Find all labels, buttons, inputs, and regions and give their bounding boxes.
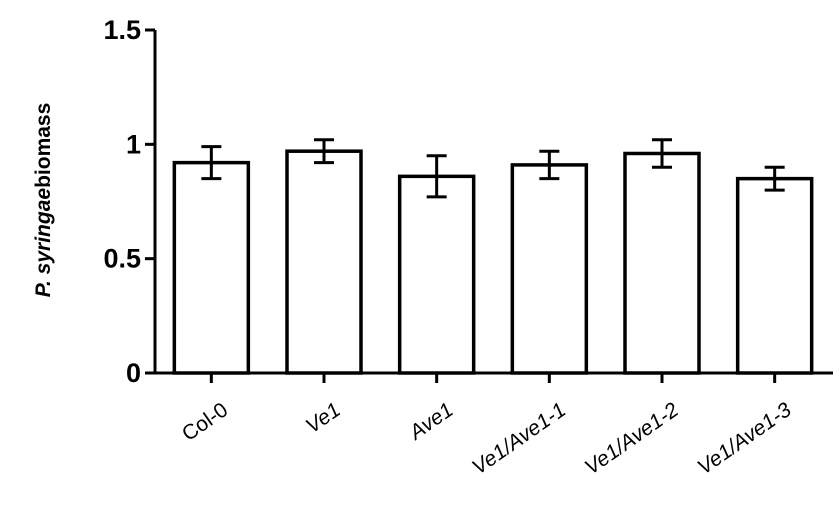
x-tick-label: Ve1/Ave1-3 <box>693 398 795 479</box>
bar <box>623 151 701 375</box>
x-tick-label: Col-0 <box>178 398 232 446</box>
bar <box>172 160 251 375</box>
bar <box>285 149 363 375</box>
x-tick-label: Ve1/Ave1-2 <box>581 398 683 479</box>
y-tick-label: 1 <box>126 129 141 159</box>
x-tick-label: Ve1/Ave1-1 <box>468 398 570 479</box>
y-tick-label: 0.5 <box>103 244 141 274</box>
y-axis-label: P. syringaebiomass <box>32 103 55 298</box>
y-tick-label: 0 <box>126 358 141 388</box>
bars <box>172 138 814 375</box>
y-tick-label: 1.5 <box>103 15 141 45</box>
x-tick-label: Ve1 <box>302 398 345 438</box>
y-axis-label-regular: biomass <box>32 103 55 188</box>
bar <box>735 176 814 375</box>
y-axis-label-italic: P. syringae <box>32 188 55 298</box>
bar <box>510 163 589 375</box>
x-tick-label: Ave1 <box>404 398 458 445</box>
bar <box>397 174 476 375</box>
axes <box>153 30 833 375</box>
